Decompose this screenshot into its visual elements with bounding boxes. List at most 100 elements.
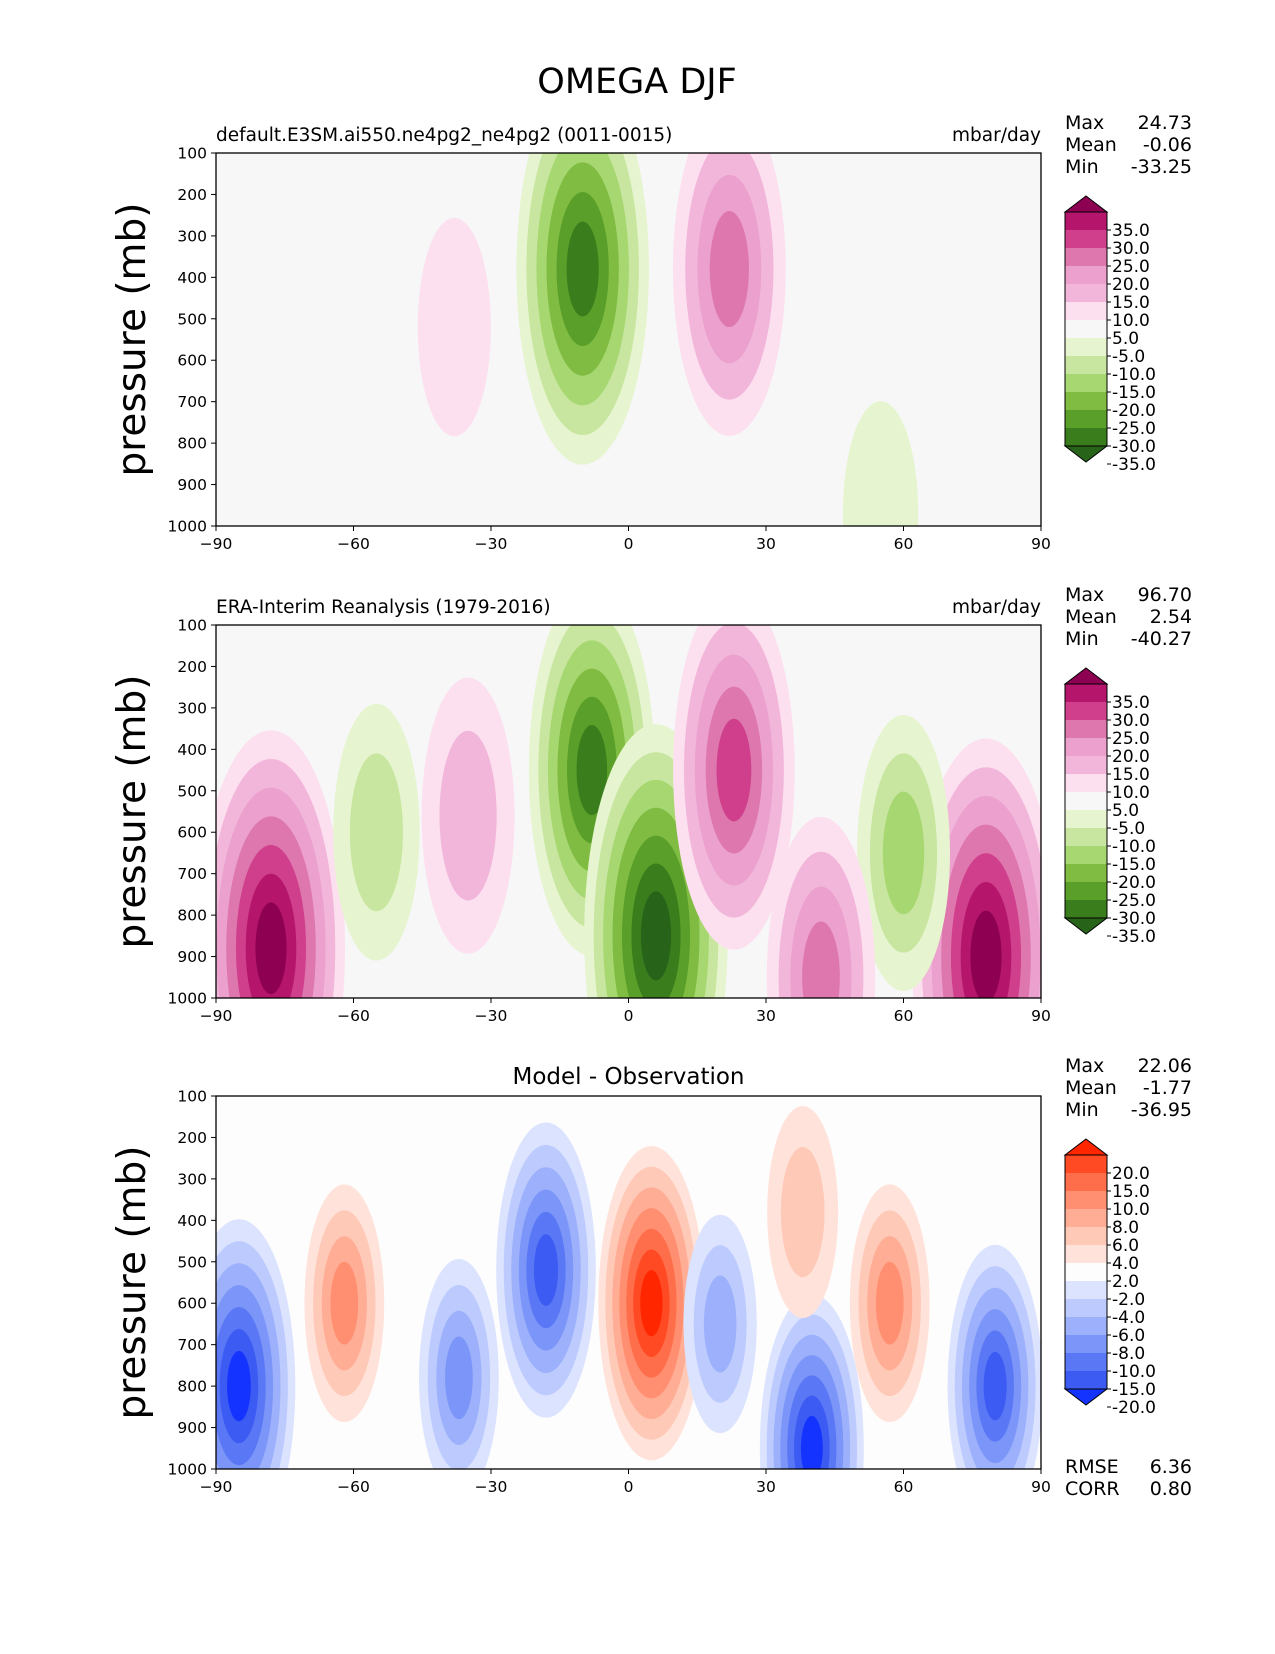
colorbar-tick-label: -2.0 (1112, 1290, 1145, 1310)
panel-title: default.E3SM.ai550.ne4pg2_ne4pg2 (0011-0… (216, 125, 672, 146)
contour-feature-6 (849, 1184, 930, 1423)
colorbar-tick-label: -15.0 (1112, 383, 1156, 403)
y-tick-label: 900 (177, 476, 207, 494)
error-stat-label: CORR (1065, 1478, 1120, 1500)
y-axis-label: pressure (mb) (110, 674, 155, 948)
y-tick-label: 300 (177, 1170, 207, 1188)
y-tick-label: 400 (177, 1212, 207, 1230)
contour-level (709, 211, 749, 328)
colorbar-tick-label: -30.0 (1112, 437, 1156, 457)
y-tick-label: 200 (177, 186, 207, 204)
contour-feature-3 (216, 1219, 296, 1469)
colorbar-tick-label: 30.0 (1112, 711, 1150, 731)
stat-label: Mean (1065, 1077, 1117, 1099)
colorbar-frame (1064, 683, 1108, 919)
colorbar-band (1065, 810, 1107, 828)
colorbar-tick-label: -4.0 (1112, 1308, 1145, 1328)
x-tick-label: 90 (1031, 1478, 1051, 1496)
colorbar-tick-label: 10.0 (1112, 311, 1150, 331)
contour-feature-2 (496, 1122, 596, 1418)
x-tick-label: −60 (337, 1007, 370, 1025)
stat-value: 2.54 (1150, 606, 1192, 628)
colorbar-band (1065, 864, 1107, 882)
contour-level (703, 1275, 737, 1373)
contour-level (445, 1336, 473, 1420)
colorbar-tick-label: -10.0 (1112, 1362, 1156, 1382)
y-tick-label: 600 (177, 352, 207, 370)
figure-title: OMEGA DJF (537, 62, 736, 102)
stat-label: Min (1065, 156, 1099, 178)
stat-label: Min (1065, 1099, 1099, 1121)
contour-feature-4 (216, 730, 345, 998)
colorbar-band (1065, 1173, 1107, 1191)
contour-feature-5 (912, 738, 1041, 998)
colorbar-tick-label: -6.0 (1112, 1326, 1145, 1346)
contour-feature-3 (417, 217, 491, 437)
x-tick-label: −30 (475, 535, 508, 553)
colorbar-band (1065, 846, 1107, 864)
x-tick-label: 60 (894, 1007, 914, 1025)
panel-title: Model - Observation (512, 1064, 744, 1090)
stat-label: Max (1065, 1055, 1104, 1077)
colorbar-band (1065, 284, 1107, 302)
colorbar-extend-min (1063, 1388, 1109, 1406)
contour-level (576, 724, 608, 816)
stat-value: -0.06 (1143, 134, 1192, 156)
y-tick-label: 1000 (168, 990, 207, 1008)
contour-feature-9 (766, 816, 876, 998)
colorbar-tick-label: -5.0 (1112, 347, 1145, 367)
y-tick-label: 100 (177, 1088, 207, 1106)
contour-fields (216, 1106, 1041, 1469)
contour-level (983, 1351, 1007, 1421)
x-tick-label: 30 (756, 1007, 776, 1025)
contour-level (417, 217, 491, 437)
colorbar-tick-label: 5.0 (1112, 801, 1139, 821)
y-tick-label: 800 (177, 1378, 207, 1396)
colorbar-extend-max (1063, 1138, 1109, 1156)
colorbar-tick-label: -15.0 (1112, 855, 1156, 875)
contour-feature-6 (421, 677, 515, 954)
colorbar-tick-label: -30.0 (1112, 909, 1156, 929)
y-tick-label: 300 (177, 699, 207, 717)
colorbar-band (1065, 338, 1107, 356)
colorbar-tick-label: 6.0 (1112, 1236, 1139, 1256)
contour-level (533, 1234, 559, 1306)
contour-level (875, 1261, 904, 1345)
y-tick-label: 600 (177, 824, 207, 842)
y-axis-label: pressure (mb) (110, 1145, 155, 1419)
colorbar-tick-label: -25.0 (1112, 419, 1156, 439)
colorbar-band (1065, 1371, 1107, 1389)
y-tick-label: 400 (177, 269, 207, 287)
colorbar-tick-label: 25.0 (1112, 257, 1150, 277)
colorbar-tick-label: 10.0 (1112, 783, 1150, 803)
panel-reference: −90 −60 −30 0 30 60 90 100 200 300 400 500 600 700 800… (110, 584, 1192, 1025)
stat-label: Mean (1065, 606, 1117, 628)
y-tick-label: 700 (177, 865, 207, 883)
contour-feature-1 (516, 153, 649, 465)
x-tick-label: −30 (475, 1007, 508, 1025)
contour-level (800, 1415, 823, 1469)
colorbar-tick-label: -20.0 (1112, 401, 1156, 421)
colorbar-extend-max (1063, 195, 1109, 213)
contour-level (780, 1146, 825, 1278)
colorbar-band (1065, 720, 1107, 738)
colorbar-band (1065, 1263, 1107, 1281)
contour-feature-7 (947, 1244, 1041, 1469)
panel-title: ERA-Interim Reanalysis (1979-2016) (216, 597, 551, 618)
colorbar-band (1065, 882, 1107, 900)
contour-feature-8 (857, 714, 950, 991)
x-tick-label: −90 (200, 1007, 233, 1025)
colorbar-tick-label: 15.0 (1112, 1182, 1150, 1202)
colorbar-band (1065, 1227, 1107, 1245)
y-tick-label: 800 (177, 435, 207, 453)
colorbar-band (1065, 320, 1107, 338)
colorbar-band (1065, 428, 1107, 446)
colorbar-band (1065, 792, 1107, 810)
y-tick-label: 800 (177, 907, 207, 925)
stat-label: Max (1065, 584, 1104, 606)
panel-model: −90 −60 −30 0 30 60 90 100 200 300 400 500 600 700 800… (110, 112, 1192, 553)
colorbar-tick-label: -20.0 (1112, 873, 1156, 893)
colorbar-tick-label: 5.0 (1112, 329, 1139, 349)
y-tick-label: 200 (177, 1129, 207, 1147)
colorbar-band (1065, 1317, 1107, 1335)
